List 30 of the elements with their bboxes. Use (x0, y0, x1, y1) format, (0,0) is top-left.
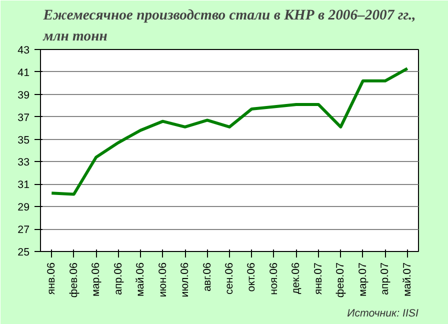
x-tick-label: май.06 (134, 262, 147, 297)
x-tick-label: янв.06 (46, 262, 58, 295)
y-tick-label: 25 (18, 246, 30, 258)
x-tick-label: фев.07 (334, 262, 347, 298)
y-tick-label: 37 (18, 112, 30, 124)
y-tick-label: 31 (18, 179, 30, 192)
x-tick-label: апр.06 (112, 262, 124, 295)
chart-title: Ежемесячное производство стали в КНР в 2006–2007 гг., млн тонн (42, 8, 416, 44)
x-tick-label: июл.06 (179, 262, 192, 298)
x-tick-label: апр.07 (379, 262, 392, 295)
y-tick-label: 39 (18, 89, 30, 102)
x-tick-label: мар.06 (90, 262, 102, 296)
x-tick-label: ноя.06 (268, 262, 280, 295)
x-tick-label: фев.06 (68, 262, 80, 298)
x-tick-label: мар.07 (356, 262, 369, 296)
x-tick-label: июн.06 (156, 262, 169, 298)
x-tick-label: янв.07 (312, 262, 324, 295)
x-tick-label: дек.06 (290, 262, 302, 294)
y-tick-label: 27 (18, 224, 30, 236)
line-series (50, 67, 409, 196)
text: Источник: IISI (347, 308, 419, 320)
y-tick-label: 43 (18, 44, 30, 56)
x-tick-label: сен.06 (224, 262, 236, 294)
y-tick-label: 33 (18, 156, 30, 169)
y-tick-label: 41 (18, 66, 30, 79)
x-tick-label: май.07 (401, 262, 414, 297)
y-tick-label: 35 (18, 134, 30, 146)
x-tick-label: авг.06 (201, 262, 214, 292)
y-tick-label: 29 (18, 202, 30, 214)
x-tick-label: окт.06 (246, 262, 258, 292)
